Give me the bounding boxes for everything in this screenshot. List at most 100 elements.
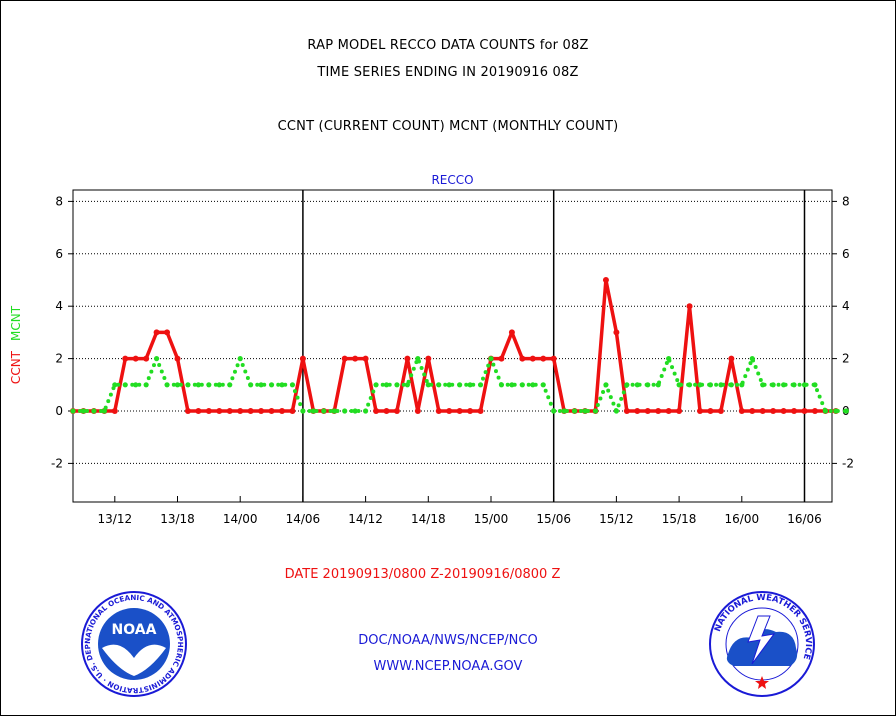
data-point-ccnt (529, 355, 536, 362)
data-point-ccnt (237, 408, 244, 414)
y-tick-label-left: -2 (51, 456, 63, 470)
y-tick-label-left: 4 (55, 299, 63, 313)
data-point-mcnt (143, 382, 149, 388)
data-point-mcnt (697, 382, 703, 388)
y-tick-label-right: 4 (842, 299, 850, 313)
data-point-mcnt (216, 382, 222, 388)
data-point-mcnt (80, 408, 87, 414)
data-point-mcnt (174, 382, 181, 388)
data-point-mcnt (457, 382, 463, 388)
data-point-ccnt (770, 408, 777, 414)
title-line-3: CCNT (CURRENT COUNT) MCNT (MONTHLY COUNT… (277, 119, 619, 134)
data-point-mcnt (91, 408, 97, 414)
x-tick-label: 14/00 (223, 512, 258, 526)
data-point-mcnt (655, 382, 661, 388)
data-point-mcnt (613, 408, 620, 414)
series-line-ccnt (73, 278, 836, 413)
y-tick-label-left: 8 (55, 194, 63, 208)
data-point-mcnt (666, 356, 672, 362)
data-point-ccnt (352, 355, 359, 362)
data-point-ccnt (477, 408, 484, 414)
data-point-ccnt (665, 408, 672, 414)
data-point-mcnt (686, 382, 693, 388)
data-point-mcnt (101, 408, 107, 414)
x-tick-label: 13/12 (98, 512, 133, 526)
data-point-mcnt (133, 382, 139, 388)
data-point-mcnt (749, 356, 755, 362)
y-tick-label-left: 2 (55, 352, 63, 366)
data-point-mcnt (634, 382, 640, 388)
data-point-mcnt (572, 408, 578, 414)
x-axis-label: DATE 20190913/0800 Z-20190916/0800 Z (285, 567, 561, 582)
data-point-ccnt (707, 408, 714, 414)
data-point-mcnt (289, 382, 296, 388)
data-point-mcnt (739, 382, 745, 388)
data-point-mcnt (425, 382, 431, 388)
data-point-mcnt (363, 408, 369, 414)
data-point-mcnt (833, 408, 839, 414)
data-point-mcnt (561, 408, 567, 414)
data-point-mcnt (582, 408, 588, 414)
data-point-mcnt (394, 382, 400, 388)
x-tick-label: 16/06 (787, 512, 822, 526)
data-point-ccnt (174, 355, 181, 362)
title-line-1: RAP MODEL RECCO DATA COUNTS for 08Z (307, 38, 589, 53)
data-point-mcnt (707, 382, 714, 388)
data-point-ccnt (801, 408, 808, 414)
data-point-mcnt (801, 382, 808, 388)
data-point-ccnt (184, 408, 191, 414)
data-point-mcnt (509, 382, 515, 388)
data-point-mcnt (624, 382, 630, 388)
data-point-ccnt (446, 408, 453, 414)
data-point-mcnt (300, 408, 306, 414)
data-point-ccnt (623, 408, 630, 414)
data-point-ccnt (634, 408, 641, 414)
data-point-mcnt (112, 382, 118, 388)
data-point-mcnt (770, 382, 776, 388)
data-point-ccnt (299, 355, 306, 362)
data-point-ccnt (759, 408, 766, 414)
data-point-mcnt (415, 356, 421, 362)
data-point-mcnt (237, 356, 243, 362)
data-point-ccnt (467, 408, 474, 414)
y-tick-label-left: 6 (55, 247, 63, 261)
data-point-ccnt (289, 408, 296, 414)
data-point-mcnt (822, 408, 829, 414)
x-tick-label: 15/18 (662, 512, 697, 526)
y-axis-label-ccnt: CCNT (9, 350, 23, 384)
data-point-ccnt (498, 355, 505, 362)
data-point-ccnt (435, 408, 442, 414)
data-point-ccnt (247, 408, 254, 414)
data-point-ccnt (602, 277, 609, 283)
data-point-ccnt (164, 329, 171, 336)
data-point-mcnt (227, 382, 233, 388)
data-point-ccnt (644, 408, 651, 414)
data-point-mcnt (781, 382, 787, 388)
data-point-mcnt (603, 382, 609, 388)
data-point-ccnt (153, 329, 160, 336)
data-point-mcnt (760, 382, 766, 388)
data-point-ccnt (195, 408, 202, 414)
x-tick-label: 14/12 (348, 512, 383, 526)
data-point-ccnt (728, 355, 735, 362)
data-point-ccnt (258, 408, 265, 414)
data-point-mcnt (551, 408, 557, 414)
data-point-mcnt (645, 382, 651, 388)
data-point-mcnt (436, 382, 442, 388)
data-point-mcnt (498, 382, 505, 388)
data-point-ccnt (122, 355, 129, 362)
data-point-ccnt (404, 355, 411, 362)
data-point-mcnt (676, 382, 682, 388)
data-point-mcnt (383, 382, 390, 388)
data-point-ccnt (456, 408, 463, 414)
data-point-ccnt (519, 355, 526, 362)
data-point-mcnt (728, 382, 734, 388)
y-tick-label-left: 0 (55, 404, 63, 418)
data-point-mcnt (342, 408, 348, 414)
data-point-ccnt (655, 408, 662, 414)
data-point-ccnt (791, 408, 798, 414)
data-point-ccnt (414, 408, 421, 414)
data-point-mcnt (404, 382, 410, 388)
data-point-mcnt (248, 382, 254, 388)
data-point-ccnt (717, 408, 724, 414)
